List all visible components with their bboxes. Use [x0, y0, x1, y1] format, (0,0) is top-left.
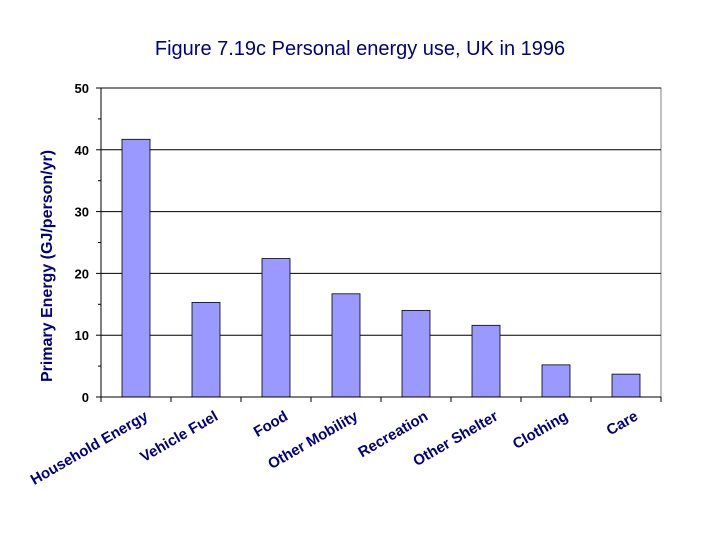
bar: [121, 138, 151, 398]
bar: [541, 364, 571, 398]
bars: [121, 138, 641, 398]
gridlines: [96, 87, 662, 402]
bar: [401, 310, 431, 398]
category-label: Household Energy: [28, 407, 152, 488]
chart-title: Figure 7.19c Personal energy use, UK in …: [155, 38, 565, 60]
category-label: Care: [604, 408, 641, 439]
bar: [191, 302, 221, 398]
y-axis-label: Primary Energy (GJ/person/yr): [39, 150, 56, 382]
bar: [261, 258, 291, 398]
y-tick-label: 50: [75, 81, 89, 96]
y-tick-label: 40: [75, 143, 89, 158]
y-tick-labels: 0 10 20 30 40 50: [75, 81, 89, 405]
category-label: Food: [251, 408, 291, 441]
bar: [611, 373, 641, 398]
y-tick-label: 30: [75, 205, 89, 220]
bar: [471, 324, 501, 398]
category-label: Clothing: [510, 408, 571, 453]
y-tick-label: 0: [82, 390, 89, 405]
plot-area: [100, 87, 662, 398]
y-tick-label: 10: [75, 328, 89, 343]
bar: [331, 293, 361, 398]
y-tick-label: 20: [75, 266, 89, 281]
category-label: Vehicle Fuel: [137, 408, 221, 466]
